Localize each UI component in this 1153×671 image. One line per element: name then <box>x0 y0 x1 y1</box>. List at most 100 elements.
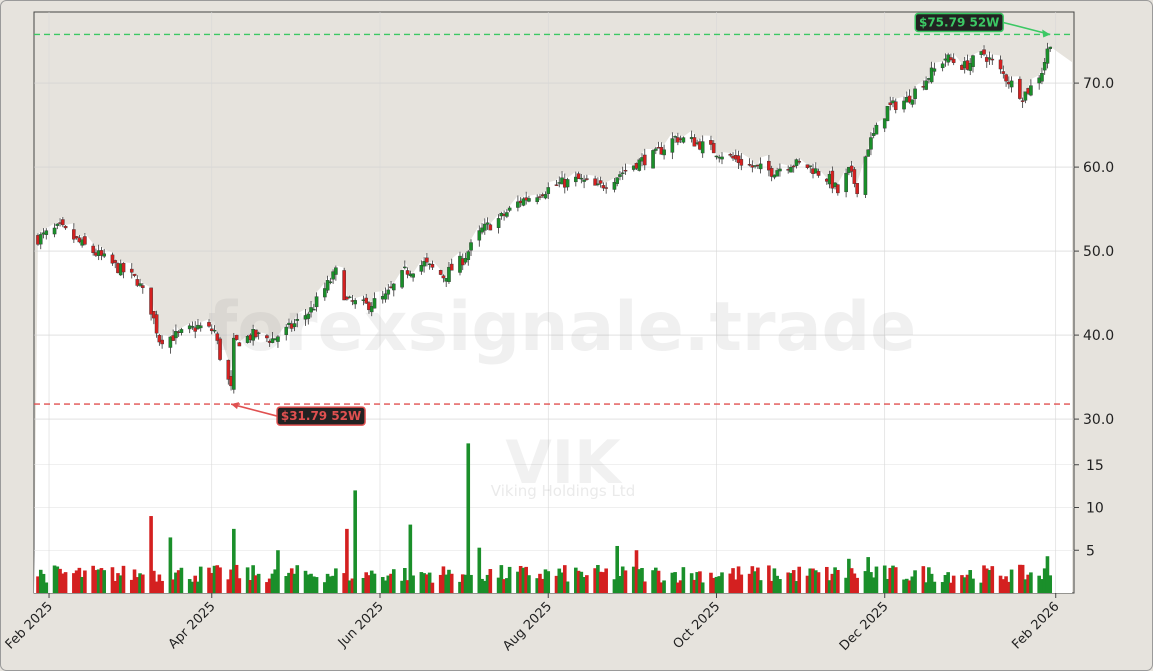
candle-body <box>469 242 473 251</box>
volume-bar <box>885 578 890 593</box>
volume-bar <box>306 574 311 593</box>
volume-tick-label: 10 <box>1086 501 1104 517</box>
volume-bar <box>403 568 407 593</box>
candle-body <box>1018 78 1022 99</box>
candle-body <box>813 168 818 174</box>
candle-body <box>709 140 713 145</box>
volume-bar <box>118 575 123 593</box>
candle-body <box>910 99 915 105</box>
volume-bar <box>444 574 448 593</box>
candle-body <box>869 137 873 150</box>
watermark-company: Viking Holdings Ltd <box>491 482 635 500</box>
volume-bar <box>811 568 815 593</box>
candle-body <box>386 289 391 295</box>
volume-bar <box>265 582 269 593</box>
candle-body <box>855 183 859 195</box>
candle-body <box>924 80 928 90</box>
candle-body <box>209 328 214 332</box>
candle-body <box>714 155 719 158</box>
candle-body <box>676 137 680 143</box>
volume-bar <box>1001 579 1006 593</box>
volume-bar <box>797 566 802 593</box>
volume-bar <box>176 570 181 593</box>
volume-bar <box>488 569 493 593</box>
candle-body <box>91 245 95 254</box>
volume-bar <box>871 577 876 593</box>
volume-bar <box>750 566 755 593</box>
candle-body <box>1040 73 1044 82</box>
candle-body <box>521 198 526 206</box>
volume-bar <box>171 579 175 593</box>
volume-bar <box>325 573 330 593</box>
candle-body <box>314 296 319 308</box>
volume-bar <box>758 580 763 593</box>
volume-bar <box>353 490 357 593</box>
candle-body <box>157 335 162 343</box>
candle-body <box>425 257 429 263</box>
volume-bar <box>449 573 454 593</box>
candle-body <box>618 174 622 177</box>
volume-bar <box>198 566 203 593</box>
candle-body <box>681 137 686 143</box>
volume-bar <box>524 566 528 593</box>
candle-body <box>866 149 870 157</box>
volume-bar <box>585 575 589 593</box>
volume-bar <box>604 568 608 593</box>
candle-body <box>758 163 763 170</box>
volume-bar <box>245 567 250 593</box>
volume-bar <box>83 570 87 593</box>
volume-bar <box>458 581 462 593</box>
volume-bar <box>248 580 253 593</box>
candle-body <box>405 270 410 275</box>
candle-body <box>369 306 374 313</box>
volume-bar <box>932 581 937 593</box>
volume-bar <box>77 567 82 593</box>
volume-bar <box>946 572 950 593</box>
candle-body <box>932 68 937 72</box>
candle-body <box>775 170 779 177</box>
volume-bar <box>893 567 898 593</box>
candle-body <box>113 260 118 263</box>
volume-bar <box>61 573 65 593</box>
candle-body <box>179 329 184 333</box>
candle-body <box>546 187 551 194</box>
volume-bar <box>237 578 242 593</box>
volume-bar <box>430 582 435 593</box>
candle-body <box>940 63 945 69</box>
volume-bar <box>968 570 973 593</box>
candle-body <box>662 149 666 156</box>
candle-body <box>791 165 796 168</box>
volume-bar <box>852 573 857 593</box>
volume-bar <box>1004 576 1008 593</box>
volume-bar <box>110 567 115 593</box>
volume-bar <box>234 564 239 593</box>
candle-body <box>207 322 211 327</box>
volume-bar <box>386 575 391 593</box>
candle-body <box>447 266 451 282</box>
volume-bar <box>659 582 664 593</box>
volume-bar <box>836 569 840 593</box>
volume-series <box>36 443 1053 593</box>
candle-body <box>270 338 275 343</box>
volume-bar <box>540 578 545 593</box>
candle-body <box>505 212 509 217</box>
volume-bar <box>714 576 719 593</box>
candle-body <box>747 164 752 166</box>
candle-body <box>620 172 625 174</box>
candle-body <box>871 133 876 136</box>
volume-bar <box>303 570 308 593</box>
volume-bar <box>681 567 686 593</box>
candle-body <box>789 166 793 173</box>
candle-body <box>306 313 311 319</box>
volume-bar <box>138 573 142 593</box>
candle-body <box>129 268 134 273</box>
volume-bar <box>1023 579 1028 593</box>
candle-body <box>1009 80 1014 88</box>
volume-bar <box>565 581 570 593</box>
volume-bar <box>469 574 473 593</box>
candle-body <box>951 58 956 63</box>
volume-bar <box>347 580 352 593</box>
volume-bar <box>135 577 140 593</box>
volume-bar <box>794 581 799 593</box>
